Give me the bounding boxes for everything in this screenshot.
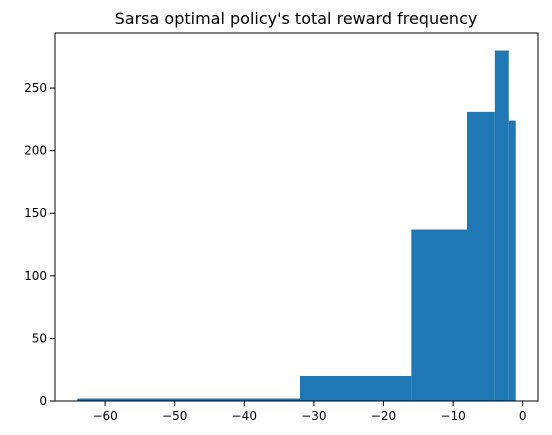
x-tick-label: −40 (232, 409, 257, 423)
histogram-bar (299, 375, 412, 401)
y-tick-label: 0 (39, 394, 47, 408)
x-tick-label: −60 (92, 409, 117, 423)
x-tick-label: 0 (519, 409, 527, 423)
histogram-bar (494, 50, 509, 402)
histogram-bar (411, 229, 468, 401)
y-axis: 0 50 100 150 200 250 (24, 81, 55, 408)
bars-group (77, 50, 516, 402)
x-tick-label: −30 (301, 409, 326, 423)
plot-frame (54, 32, 539, 402)
y-tick-label: 100 (24, 269, 47, 283)
y-tick-label: 250 (24, 81, 47, 95)
x-tick-label: −10 (440, 409, 465, 423)
x-axis: −60 −50 −40 −30 −20 −10 0 (92, 401, 527, 423)
histogram-bar (508, 120, 516, 401)
y-tick-label: 200 (24, 144, 47, 158)
chart-title: Sarsa optimal policy's total reward freq… (115, 9, 478, 28)
y-tick-label: 150 (24, 206, 47, 220)
histogram-bar (77, 398, 300, 401)
x-tick-label: −20 (371, 409, 396, 423)
histogram-bar (467, 111, 495, 401)
y-tick-label: 50 (32, 331, 47, 345)
x-tick-label: −50 (162, 409, 187, 423)
